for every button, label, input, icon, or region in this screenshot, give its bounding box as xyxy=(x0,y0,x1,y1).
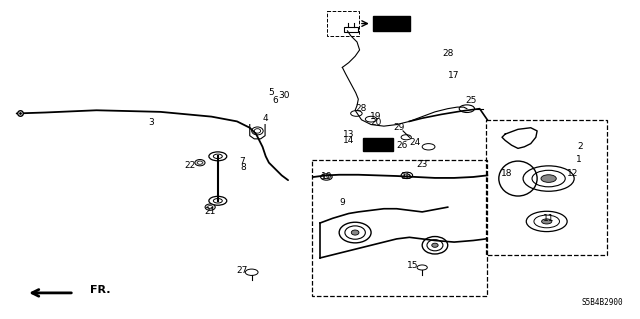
Text: B-30: B-30 xyxy=(365,139,392,149)
Ellipse shape xyxy=(351,230,359,235)
Text: 21: 21 xyxy=(204,207,216,216)
Ellipse shape xyxy=(432,243,438,247)
Text: 6: 6 xyxy=(273,96,278,105)
Polygon shape xyxy=(344,27,358,32)
Text: 9: 9 xyxy=(339,198,345,207)
Text: 5: 5 xyxy=(268,88,274,97)
Ellipse shape xyxy=(404,174,410,177)
Ellipse shape xyxy=(207,205,212,209)
Text: 18: 18 xyxy=(501,169,513,178)
Text: 29: 29 xyxy=(394,123,405,132)
Ellipse shape xyxy=(205,204,215,210)
Text: 4: 4 xyxy=(263,114,269,123)
Text: 16: 16 xyxy=(401,173,413,182)
Text: 11: 11 xyxy=(543,214,554,223)
Text: 13: 13 xyxy=(343,130,355,138)
Text: S5B4B2900: S5B4B2900 xyxy=(582,298,623,307)
Text: 7: 7 xyxy=(239,157,245,166)
Circle shape xyxy=(541,175,556,182)
Text: 3: 3 xyxy=(148,118,154,128)
Text: 10: 10 xyxy=(321,173,332,182)
Text: 28: 28 xyxy=(356,104,367,113)
Text: 27: 27 xyxy=(236,266,248,275)
Ellipse shape xyxy=(197,161,202,164)
Text: FR.: FR. xyxy=(90,286,111,295)
Text: 24: 24 xyxy=(410,137,420,146)
Text: 8: 8 xyxy=(241,163,246,172)
Circle shape xyxy=(213,198,222,203)
Text: 25: 25 xyxy=(466,96,477,105)
Text: 22: 22 xyxy=(184,161,195,170)
Text: B-4-1: B-4-1 xyxy=(375,19,408,29)
Text: 23: 23 xyxy=(417,160,428,169)
Ellipse shape xyxy=(324,175,329,179)
Text: 2: 2 xyxy=(577,142,583,151)
Text: 12: 12 xyxy=(566,169,578,178)
Text: 1: 1 xyxy=(576,155,582,164)
Circle shape xyxy=(541,219,552,224)
Text: 19: 19 xyxy=(370,112,381,121)
Text: 15: 15 xyxy=(407,261,419,271)
Text: 20: 20 xyxy=(370,118,381,128)
Text: 28: 28 xyxy=(442,48,453,58)
Text: 17: 17 xyxy=(449,71,460,80)
Ellipse shape xyxy=(195,160,205,166)
Circle shape xyxy=(213,154,222,159)
Text: 30: 30 xyxy=(278,92,289,100)
Text: 26: 26 xyxy=(396,141,408,150)
Text: 14: 14 xyxy=(343,136,355,145)
